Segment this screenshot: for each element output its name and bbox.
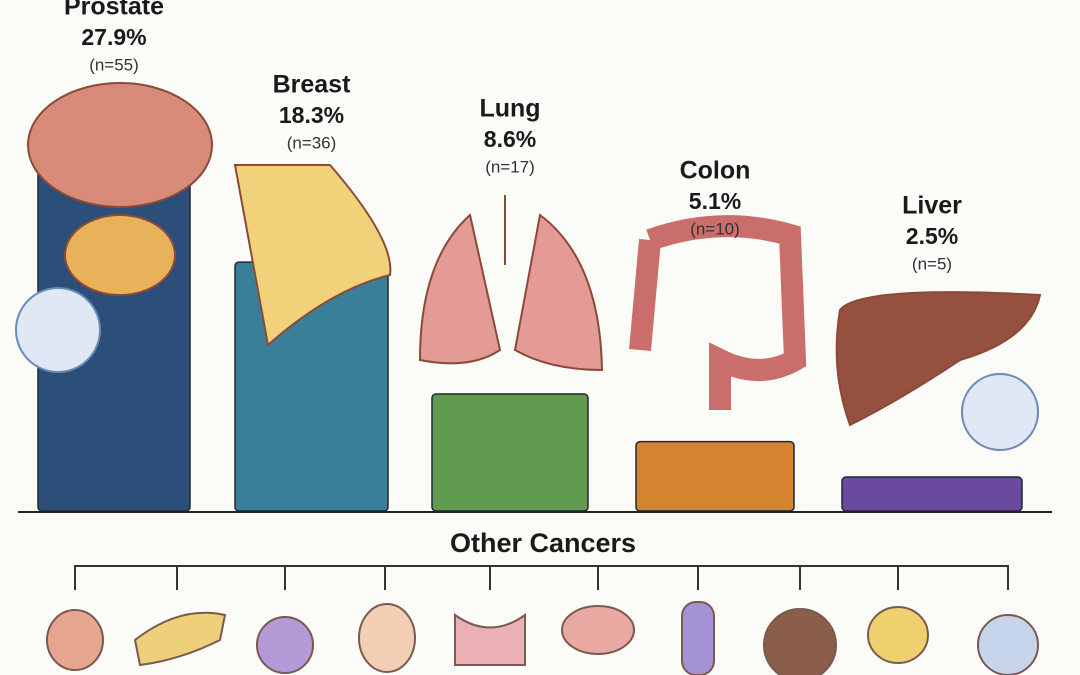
category-label: Prostate [64,0,164,21]
other-icons [46,601,1039,675]
value-label: 2.5% [906,223,958,249]
category-label: Breast [273,71,351,99]
other-bracket [74,565,1009,590]
other-title: Other Cancers [450,528,636,558]
breast-illustration [233,164,392,347]
cell-inset [961,373,1039,451]
lung-illustration [418,195,604,372]
category-label: Lung [479,95,540,123]
illustrations [15,82,1042,451]
cell-inset [15,287,101,373]
count-label: (n=5) [912,254,952,273]
bar [431,393,589,512]
colon-illustration [629,215,807,410]
value-label: 5.1% [689,188,741,214]
category-label: Colon [680,157,751,185]
count-label: (n=36) [287,133,337,152]
count-label: (n=17) [485,157,535,176]
value-label: 18.3% [279,102,344,128]
count-label: (n=55) [89,55,139,74]
value-label: 27.9% [81,24,146,50]
count-label: (n=10) [690,219,740,238]
bar [635,440,795,512]
prostate-gland [64,214,176,296]
prostate-illustration [27,82,213,208]
category-label: Liver [902,192,962,220]
value-label: 8.6% [484,126,536,152]
liver-illustration [835,291,1042,427]
bar [841,476,1023,512]
